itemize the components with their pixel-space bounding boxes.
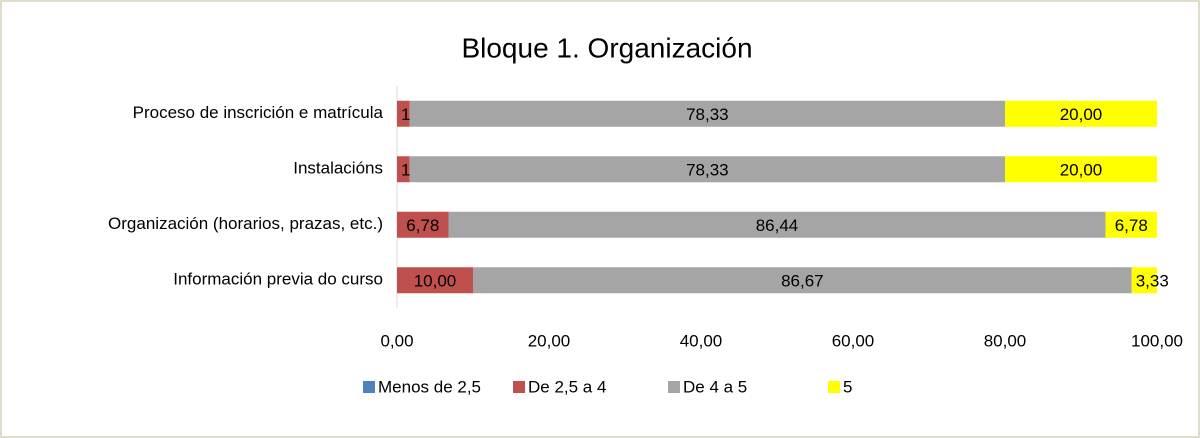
data-label: 10,00 [414, 272, 457, 291]
data-label: 86,67 [781, 272, 824, 291]
legend-label: Menos de 2,5 [378, 377, 481, 396]
bar-segment [397, 267, 473, 294]
bar-segment [397, 211, 449, 238]
chart-title: Bloque 1. Organización [461, 32, 752, 63]
legend-label: De 2,5 a 4 [528, 377, 606, 396]
bar-segment [473, 267, 1132, 294]
data-label: 86,44 [756, 216, 799, 235]
y-tick-label: Organización (horarios, prazas, etc.) [108, 214, 383, 233]
legend-label: 5 [843, 377, 852, 396]
legend-swatch [363, 381, 375, 393]
bar-segment [409, 156, 1005, 183]
x-tick-label: 0,00 [380, 331, 413, 350]
data-label: 78,33 [686, 105, 729, 124]
legend-swatch [513, 381, 525, 393]
legend-label: De 4 a 5 [683, 377, 747, 396]
bar-segment [397, 100, 410, 127]
x-tick-label: 100,00 [1131, 331, 1183, 350]
x-tick-label: 20,00 [528, 331, 571, 350]
y-tick-label: Proceso de inscrición e matrícula [133, 103, 384, 122]
bar-segment [1005, 100, 1157, 127]
bar-segment [1105, 211, 1157, 238]
legend-swatch [668, 381, 680, 393]
data-label: 6,78 [406, 216, 439, 235]
data-label: 20,00 [1060, 161, 1103, 180]
x-tick-label: 80,00 [984, 331, 1027, 350]
data-label: 6,78 [1115, 216, 1148, 235]
bar-segment [1005, 156, 1157, 183]
y-tick-label: Información previa do curso [173, 270, 383, 289]
x-tick-label: 60,00 [832, 331, 875, 350]
data-label: 78,33 [686, 161, 729, 180]
x-tick-label: 40,00 [680, 331, 723, 350]
legend-swatch [828, 381, 840, 393]
data-label: 3,33 [1136, 272, 1169, 291]
bar-segment [1131, 267, 1157, 294]
data-label: 20,00 [1060, 105, 1103, 124]
y-tick-label: Instalacións [293, 159, 383, 178]
bar-segment [409, 100, 1005, 127]
bar-segment [397, 156, 410, 183]
bar-segment [448, 211, 1106, 238]
